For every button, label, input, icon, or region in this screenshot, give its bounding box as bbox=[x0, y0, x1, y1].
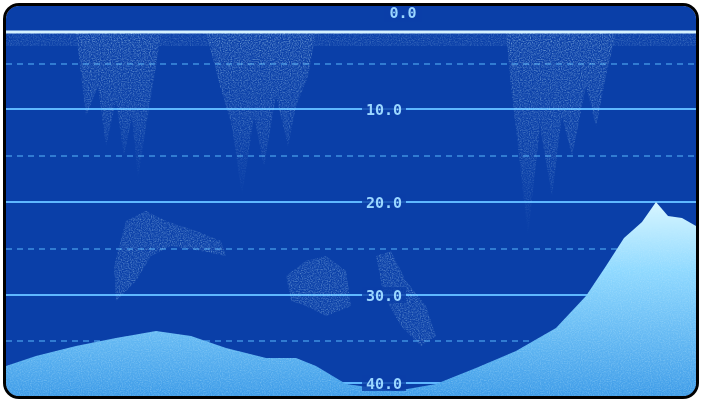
sea-bottom-echo bbox=[6, 202, 696, 396]
depth-label-30: 30.0 bbox=[366, 287, 402, 305]
surface-echoes bbox=[6, 32, 696, 236]
depth-label-10: 10.0 bbox=[366, 101, 402, 119]
depth-label-0: 0.0 bbox=[389, 6, 416, 22]
echogram: 0.0 10.0 20.0 30.0 40.0 bbox=[6, 6, 696, 396]
depth-scale: 0.0 10.0 20.0 30.0 40.0 bbox=[362, 6, 422, 393]
sonar-display: 0.0 10.0 20.0 30.0 40.0 bbox=[3, 3, 699, 399]
depth-label-20: 20.0 bbox=[366, 194, 402, 212]
depth-label-40: 40.0 bbox=[366, 375, 402, 393]
